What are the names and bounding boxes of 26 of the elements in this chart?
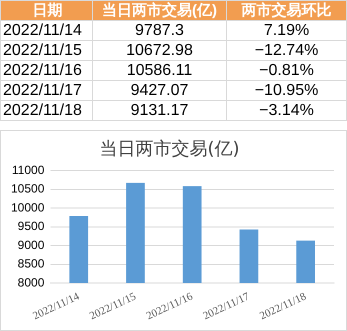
text: 2022/11/16 [0, 60, 92, 80]
text: 10586.11 [92, 60, 227, 80]
chart-title: 当日两市交易(亿) [99, 138, 240, 160]
text: −12.74% [226, 40, 346, 60]
text: 当日两市交易(亿) [92, 0, 227, 20]
y-tick-label: 10500 [10, 182, 45, 196]
y-tick-label: 11000 [12, 162, 45, 177]
y-tick-label: 9500 [18, 219, 45, 234]
text: 10672.98 [92, 40, 227, 60]
y-tick-label: 8000 [18, 275, 45, 290]
text: 9427.07 [92, 80, 227, 100]
y-tick-label: 10000 [10, 200, 45, 214]
text: 两市交易环比 [226, 0, 346, 20]
text: 7.19% [226, 20, 346, 40]
text: −0.81% [226, 60, 346, 80]
y-tick-label: 9000 [18, 238, 45, 252]
text: −10.95% [226, 80, 346, 100]
text: 2022/11/17 [0, 80, 92, 100]
text: 9131.17 [92, 100, 227, 120]
text: 2022/11/18 [0, 100, 92, 120]
text: 9787.3 [92, 20, 227, 40]
text: 2022/11/15 [0, 40, 92, 60]
text: −3.14% [226, 100, 346, 120]
y-tick-label: 8500 [18, 256, 45, 271]
text: 日期 [0, 0, 92, 20]
text: 2022/11/14 [0, 20, 92, 40]
